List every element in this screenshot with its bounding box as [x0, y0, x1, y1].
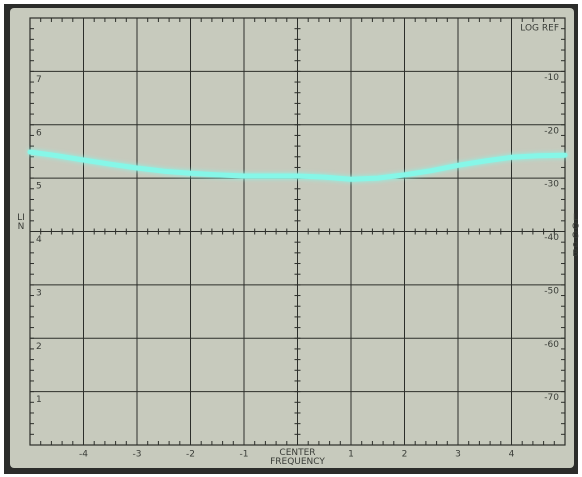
y2-tick-label: -30 — [544, 180, 559, 190]
x-tick-label: 2 — [402, 450, 408, 460]
y2-tick-label: -10 — [544, 73, 559, 83]
y2-tick-label: -70 — [544, 393, 559, 403]
x-tick-label: CENTER FREQUENCY — [263, 449, 333, 467]
screen-photo: -4 -3 -2 -1 1 2 3 4 1 2 3 4 5 6 7 -70 -60 -50 -40 -30 -20 -10… — [0, 0, 582, 477]
y2-axis-title: LOG dB — [570, 214, 581, 259]
x-tick-label: -2 — [186, 450, 195, 460]
y2-tick-label: LOG REF — [520, 24, 559, 34]
screen — [10, 8, 574, 468]
y-tick-label: 1 — [36, 395, 42, 405]
y-tick-label: 3 — [36, 288, 42, 298]
y2-tick-label: -20 — [544, 126, 559, 136]
y-axis-title: LIN — [17, 214, 25, 232]
y2-tick-label: -60 — [544, 340, 559, 350]
y2-tick-label: -50 — [544, 286, 559, 296]
x-tick-label: -1 — [240, 450, 249, 460]
chart: -4 -3 -2 -1 1 2 3 4 1 2 3 4 5 6 7 -70 -60 -50 -40 -30 -20 -10… — [0, 0, 582, 477]
y2-tick-label: -40 — [544, 233, 559, 243]
x-tick-label: -4 — [79, 450, 88, 460]
x-tick-label: 3 — [455, 450, 461, 460]
y-tick-label: 4 — [36, 235, 42, 245]
x-tick-label: 4 — [509, 450, 515, 460]
x-tick-label: 1 — [348, 450, 354, 460]
y-tick-label: 7 — [36, 75, 42, 85]
x-tick-label: -3 — [133, 450, 142, 460]
y-tick-label: 5 — [36, 182, 42, 192]
y-tick-label: 2 — [36, 342, 42, 352]
y-tick-label: 6 — [36, 128, 42, 138]
